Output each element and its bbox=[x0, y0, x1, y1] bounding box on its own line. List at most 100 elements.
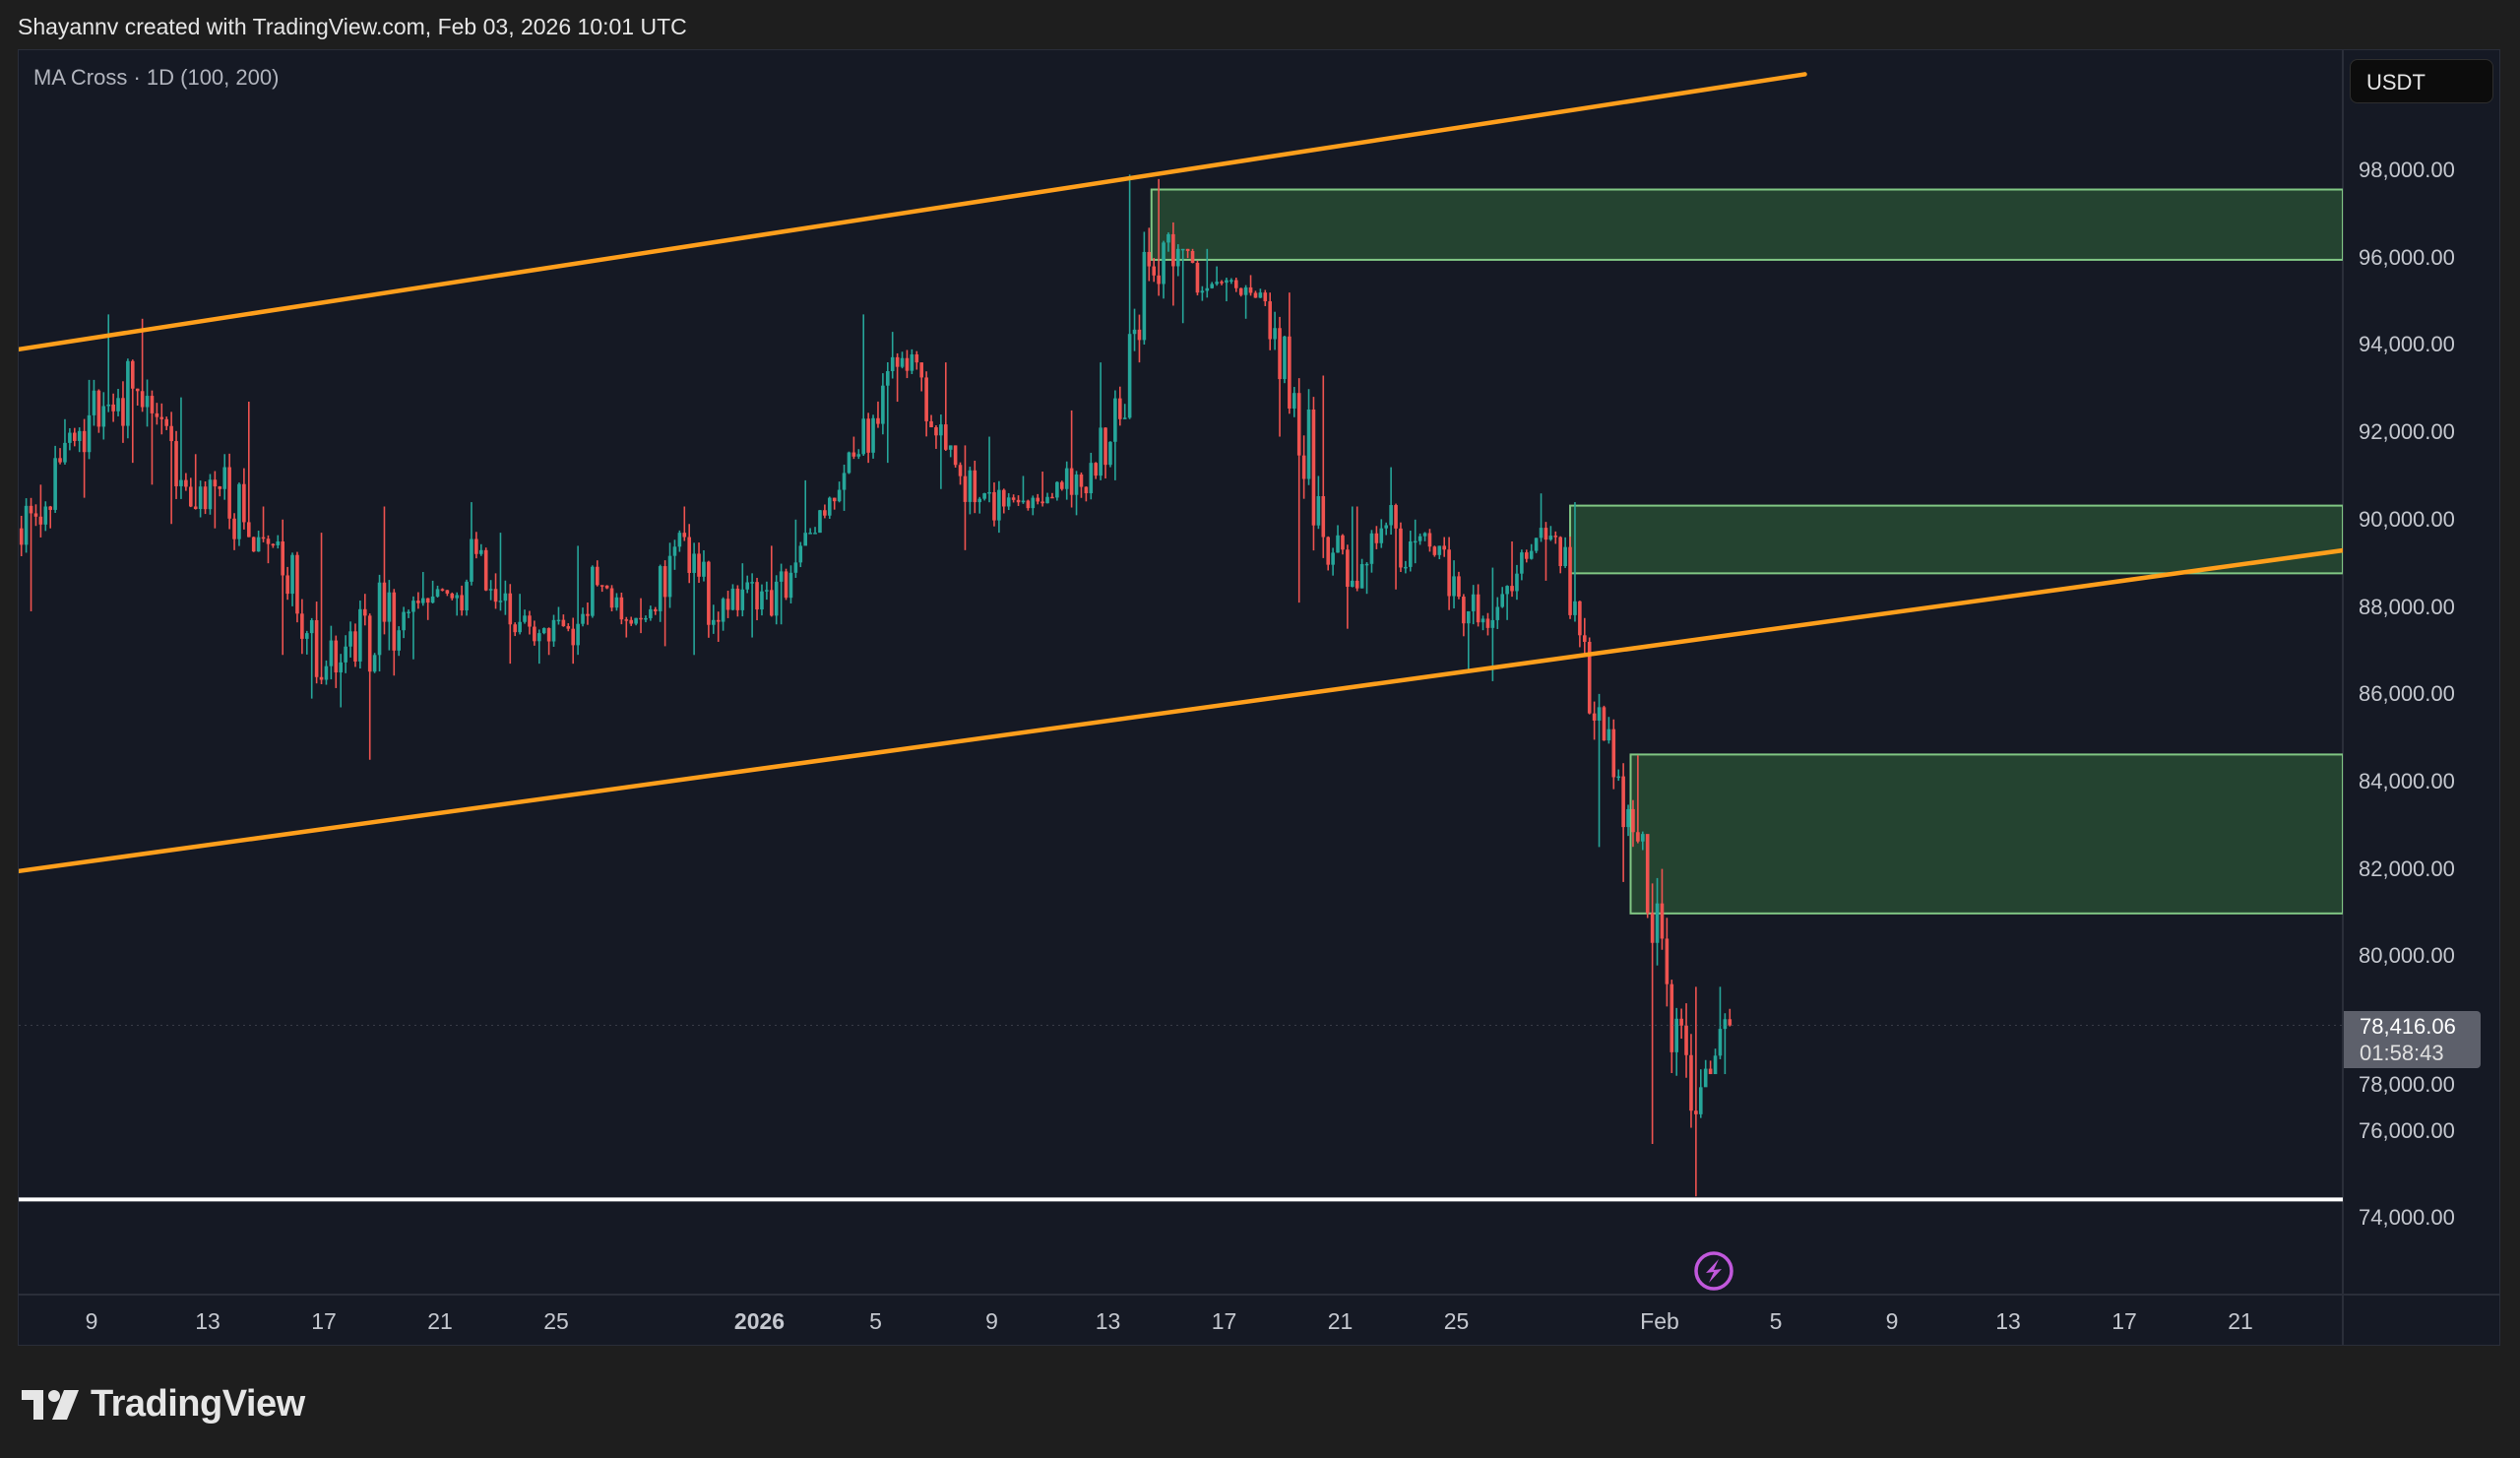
candle-body bbox=[63, 442, 67, 463]
candle-body bbox=[1636, 832, 1640, 842]
candle-body bbox=[1137, 329, 1142, 341]
candle-body bbox=[523, 615, 527, 622]
candle-body bbox=[1180, 248, 1185, 251]
supply-zone bbox=[1569, 504, 2343, 575]
chart-panel[interactable] bbox=[18, 49, 2500, 1346]
bar-countdown: 01:58:43 bbox=[2360, 1041, 2444, 1065]
candle-body bbox=[77, 430, 82, 441]
candle-body bbox=[1558, 537, 1563, 567]
candle-body bbox=[1296, 393, 1301, 456]
candle-body bbox=[586, 613, 590, 616]
tradingview-logo-text: TradingView bbox=[91, 1383, 305, 1425]
candle-body bbox=[793, 562, 798, 573]
price-tick-label: 98,000.00 bbox=[2359, 158, 2455, 182]
candle-body bbox=[387, 592, 392, 622]
candle-body bbox=[1316, 496, 1321, 526]
candle-body bbox=[116, 398, 120, 412]
candle-body bbox=[943, 424, 948, 450]
candle-body bbox=[1292, 393, 1296, 409]
candle-body bbox=[1606, 729, 1611, 741]
time-tick-label: 21 bbox=[1327, 1308, 1354, 1334]
candle-body bbox=[1059, 481, 1064, 489]
time-tick-label: 13 bbox=[1095, 1308, 1121, 1334]
candle-body bbox=[1703, 1068, 1708, 1088]
indicator-legend[interactable]: MA Cross · 1D (100, 200) bbox=[33, 65, 280, 90]
candle-body bbox=[541, 628, 546, 634]
candle-body bbox=[1645, 834, 1650, 914]
currency-selector[interactable]: USDT bbox=[2350, 59, 2493, 103]
candle-body bbox=[465, 581, 469, 611]
candle-body bbox=[420, 598, 425, 603]
candle-body bbox=[910, 354, 914, 371]
candle-body bbox=[1341, 535, 1345, 550]
candle-body bbox=[1040, 501, 1044, 504]
candle-body bbox=[788, 572, 793, 599]
candle-body bbox=[1679, 1018, 1683, 1026]
candle-body bbox=[677, 533, 682, 547]
candle-body bbox=[856, 454, 861, 457]
candle-body bbox=[895, 356, 900, 367]
candle-body bbox=[1573, 601, 1577, 615]
candle-body bbox=[309, 619, 314, 634]
channel-upper-line bbox=[19, 72, 1807, 352]
candle-body bbox=[546, 628, 551, 642]
candle-body bbox=[1205, 287, 1210, 291]
candle-body bbox=[851, 452, 856, 457]
candle-body bbox=[87, 414, 92, 453]
candle-body bbox=[474, 539, 478, 554]
candle-body bbox=[987, 491, 991, 494]
time-tick-label: 13 bbox=[195, 1308, 220, 1334]
candle-body bbox=[232, 518, 236, 539]
candle-body bbox=[769, 590, 774, 616]
candle-body bbox=[1626, 808, 1630, 828]
candle-body bbox=[203, 486, 208, 510]
candle-body bbox=[649, 608, 653, 618]
candle-body bbox=[958, 465, 963, 476]
candle-body bbox=[1157, 275, 1161, 285]
candle-body bbox=[871, 417, 875, 453]
candle-body bbox=[145, 396, 150, 408]
candle-body bbox=[1364, 563, 1369, 566]
time-tick-label: 21 bbox=[2228, 1308, 2253, 1334]
candle-body bbox=[595, 566, 599, 586]
candle-body bbox=[1220, 282, 1224, 284]
supply-zone bbox=[1150, 188, 2343, 261]
candle-body bbox=[508, 593, 513, 625]
candle-body bbox=[1655, 903, 1660, 943]
last-price-label: 78,416.06 01:58:43 bbox=[2344, 1011, 2481, 1068]
candle-body bbox=[1413, 540, 1418, 543]
candle-body bbox=[1190, 250, 1195, 263]
candle-body bbox=[1611, 729, 1616, 778]
candle-body bbox=[382, 582, 387, 622]
candle-body bbox=[106, 404, 111, 407]
candle-body bbox=[246, 522, 251, 538]
candle-body bbox=[1563, 546, 1567, 567]
candle-body bbox=[304, 633, 309, 639]
candle-body bbox=[1723, 1019, 1728, 1030]
candle-body bbox=[1055, 481, 1059, 498]
candle-body bbox=[658, 566, 662, 611]
candle-body bbox=[290, 554, 294, 595]
candle-body bbox=[1113, 398, 1117, 442]
event-marker[interactable] bbox=[1694, 1251, 1733, 1291]
candle-body bbox=[1011, 497, 1016, 500]
candle-body bbox=[334, 640, 339, 673]
tradingview-logo-icon bbox=[22, 1389, 79, 1420]
candle-body bbox=[609, 588, 614, 608]
candle-body bbox=[1001, 489, 1006, 507]
candle-body bbox=[919, 362, 924, 378]
candle-body bbox=[174, 441, 178, 486]
candle-body bbox=[1321, 496, 1326, 538]
candle-body bbox=[900, 357, 905, 367]
channel-lower-line bbox=[19, 547, 2343, 874]
candle-body bbox=[876, 417, 880, 424]
candle-body bbox=[227, 467, 231, 519]
candle-body bbox=[1660, 903, 1665, 939]
candle-body bbox=[1718, 1029, 1723, 1056]
candle-body bbox=[1175, 248, 1180, 267]
candle-body bbox=[1374, 533, 1379, 543]
tradingview-logo[interactable]: TradingView bbox=[22, 1383, 305, 1426]
candle-body bbox=[126, 360, 130, 426]
candle-body bbox=[48, 506, 53, 510]
